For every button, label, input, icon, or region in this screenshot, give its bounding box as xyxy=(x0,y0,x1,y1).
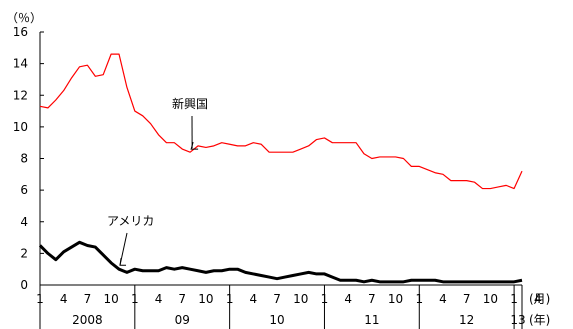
annotation-arrowhead-emerging xyxy=(190,142,199,150)
annotation-usa: アメリカ xyxy=(107,214,154,228)
y-tick-label: 6 xyxy=(20,183,28,197)
y-unit-label: （％） xyxy=(6,11,42,25)
series-line-usa xyxy=(38,240,523,284)
x-unit-month-label: (月) xyxy=(529,292,550,306)
x-month-tick-label: 4 xyxy=(250,292,258,306)
y-tick-label: 14 xyxy=(13,57,28,71)
x-month-tick-label: 7 xyxy=(368,292,376,306)
x-year-label: 12 xyxy=(459,313,474,327)
x-month-tick-label: 7 xyxy=(463,292,471,306)
annotation-arrowhead-usa xyxy=(119,258,127,266)
y-axis: 0 2 4 6 8 10 12 14 16 xyxy=(13,25,44,292)
x-month-tick-label: 4 xyxy=(439,292,447,306)
annotation-emerging: 新興国 xyxy=(172,96,208,111)
x-year-label: 13 xyxy=(510,313,525,327)
x-year-label: 11 xyxy=(364,313,379,327)
y-tick-label: 0 xyxy=(20,278,28,292)
x-month-tick-label: 10 xyxy=(388,292,403,306)
y-tick-label: 4 xyxy=(20,215,28,229)
y-tick-label: 16 xyxy=(13,25,28,39)
x-month-tick-label: 4 xyxy=(155,292,163,306)
y-tick-label: 12 xyxy=(13,88,28,102)
x-month-tick-label: 10 xyxy=(103,292,118,306)
x-month-tick-label: 10 xyxy=(483,292,498,306)
x-month-tick-label: 4 xyxy=(60,292,68,306)
x-axis: 1471014710147101471014710142008091011121… xyxy=(36,284,542,329)
x-month-tick-label: 7 xyxy=(273,292,281,306)
y-tick-label: 10 xyxy=(13,120,28,134)
y-tick-label: 2 xyxy=(20,246,28,260)
x-month-tick-label: 7 xyxy=(178,292,186,306)
x-month-tick-label: 10 xyxy=(293,292,308,306)
x-month-tick-label: 7 xyxy=(84,292,92,306)
x-month-tick-label: 10 xyxy=(198,292,213,306)
series-group xyxy=(38,53,523,284)
series-line-emerging xyxy=(39,53,523,190)
x-year-label: 09 xyxy=(175,313,190,327)
x-month-tick-label: 4 xyxy=(344,292,352,306)
x-year-label: 10 xyxy=(269,313,284,327)
x-month-tick-label: 4 xyxy=(534,292,542,306)
y-tick-label: 8 xyxy=(20,152,28,166)
x-unit-year-label: (年) xyxy=(529,313,550,327)
x-year-label: 2008 xyxy=(72,313,103,327)
